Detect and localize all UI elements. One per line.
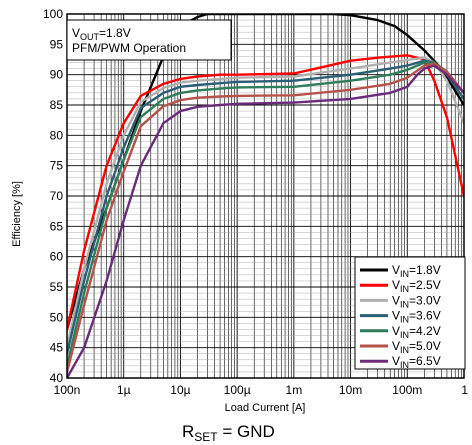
x-axis-label: Load Current [A] [225,402,306,414]
x-tick-label: 100m [392,383,422,397]
legend-label: VIN=4.2V [392,324,441,340]
y-tick-label: 95 [50,37,64,51]
y-tick-label: 40 [50,371,64,385]
annotation-line2: PFM/PWM Operation [72,41,186,55]
series-line-2 [67,54,464,331]
series-line-3 [67,56,464,349]
annotation-line1: VOUT=1.8V [72,26,131,42]
plot-frame [66,13,465,379]
y-tick-labels: 40 45 50 55 60 65 70 75 80 85 90 95 100 [43,7,63,385]
y-tick-label: 50 [50,310,64,324]
x-tick-label: 10µ [170,383,190,397]
legend-label: VIN=1.8V [392,263,441,279]
y-tick-label: 100 [43,7,63,21]
y-tick-label: 60 [50,250,64,264]
x-tick-label: 1µ [117,383,131,397]
x-tick-label: 100n [54,383,81,397]
legend-label: VIN=5.0V [392,339,441,355]
x-tick-label: 100µ [224,383,251,397]
y-tick-label: 45 [50,341,64,355]
series-layer [67,14,464,378]
y-tick-label: 85 [50,98,64,112]
y-tick-label: 70 [50,189,64,203]
x-tick-label: 1m [286,383,303,397]
legend-label: VIN=2.5V [392,278,441,294]
annotation-box: VOUT=1.8V PFM/PWM Operation [66,19,232,61]
y-axis-label: Efficiency [%] [11,181,23,247]
series-line-4 [67,59,464,355]
y-tick-label: 75 [50,159,64,173]
series-line-7 [67,64,464,378]
x-tick-label: 1 [461,383,468,397]
series-line-5 [67,61,464,368]
legend-label: VIN=6.5V [392,354,441,370]
legend-label: VIN=3.6V [392,309,441,325]
x-tick-labels: 100n 1µ 10µ 100µ 1m 10m 100m 1 [54,383,469,397]
y-tick-label: 65 [50,219,64,233]
series-line-6 [67,62,464,374]
legend: VIN=1.8VVIN=2.5VVIN=3.0VVIN=3.6VVIN=4.2V… [354,256,466,370]
y-tick-label: 55 [50,280,64,294]
legend-label: VIN=3.0V [392,293,441,309]
y-tick-label: 90 [50,68,64,82]
caption: RSET = GND [182,422,275,444]
x-tick-label: 10m [339,383,362,397]
y-tick-label: 80 [50,128,64,142]
